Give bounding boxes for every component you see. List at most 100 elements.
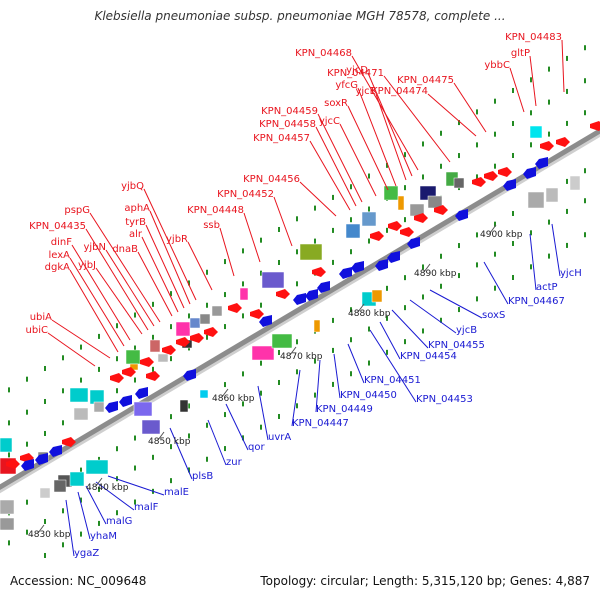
guide-dot <box>332 259 334 265</box>
reverse-arrow <box>105 401 118 413</box>
forward-gene-label-leader <box>95 267 143 335</box>
kbp-tick-mark <box>157 431 165 441</box>
guide-dot <box>368 326 370 332</box>
reverse-gene-label-leader <box>347 343 365 384</box>
gene-block <box>149 339 161 353</box>
forward-gene-label: KPN_04452 <box>217 189 274 200</box>
forward-gene-label: yjbN <box>83 242 106 253</box>
guide-dot <box>566 208 568 214</box>
guide-dot <box>494 163 496 169</box>
reverse-gene-label: KPN_04454 <box>400 351 457 362</box>
gene-block <box>211 305 223 317</box>
forward-arrow <box>176 337 190 347</box>
guide-dot <box>566 178 568 184</box>
forward-arrow <box>400 227 414 237</box>
forward-gene-label: yjbQ <box>121 181 144 192</box>
guide-dot <box>584 45 586 51</box>
reverse-gene-label: zur <box>226 457 243 468</box>
forward-gene-label: soxR <box>324 98 348 109</box>
forward-gene-label-leader <box>105 249 155 327</box>
forward-gene-label: ybbC <box>484 60 510 71</box>
guide-dot <box>422 328 424 334</box>
gene-block <box>569 175 581 191</box>
guide-dot <box>512 274 514 280</box>
guide-dot <box>224 446 226 452</box>
gene-block <box>261 271 285 289</box>
guide-dot <box>188 433 190 439</box>
guide-dot <box>476 232 478 238</box>
reverse-gene-label-leader <box>551 223 561 277</box>
guide-dot <box>512 120 514 126</box>
guide-dot <box>188 403 190 409</box>
forward-gene-label-leader <box>141 236 179 313</box>
guide-dot <box>458 273 460 279</box>
guide-dot <box>332 381 334 387</box>
forward-gene-label: yjcE <box>355 86 376 97</box>
genome-axis <box>0 127 600 491</box>
guide-dot <box>422 264 424 270</box>
guide-dot <box>206 334 208 340</box>
guide-dot <box>242 313 244 319</box>
kbp-tick-mark <box>357 303 365 313</box>
guide-dot <box>278 413 280 419</box>
guide-dot <box>584 110 586 116</box>
guide-dot <box>80 344 82 350</box>
reverse-gene-label: KPN_04455 <box>428 340 485 351</box>
forward-gene-label: KPN_04448 <box>187 205 244 216</box>
forward-gene-label: ubiA <box>30 312 52 323</box>
reverse-gene-label-leader <box>333 353 341 399</box>
gene-block <box>157 353 169 363</box>
guide-dot <box>350 184 352 190</box>
gene-block <box>313 319 321 333</box>
guide-dot <box>494 285 496 291</box>
reverse-gene-label: yjcB <box>456 325 477 336</box>
kbp-tick-label: 4830 kbp <box>28 530 71 540</box>
gene-block <box>0 437 13 453</box>
guide-dot <box>62 388 64 394</box>
guide-dot <box>116 510 118 516</box>
forward-gene-label-leader <box>427 93 477 137</box>
guide-dot <box>566 55 568 61</box>
gene-block <box>69 387 89 403</box>
guide-dot <box>80 467 82 473</box>
guide-dot <box>422 294 424 300</box>
reverse-gene-label-leader <box>409 299 457 334</box>
guide-dot <box>134 345 136 351</box>
reverse-gene-label-leader <box>169 427 193 480</box>
guide-dot <box>458 243 460 249</box>
guide-dot <box>368 360 370 366</box>
guide-dot <box>98 486 100 492</box>
guide-dot <box>152 334 154 340</box>
guide-dot <box>278 379 280 385</box>
guide-dot <box>368 238 370 244</box>
forward-gene-label: alr <box>129 229 143 240</box>
forward-gene-label-leader <box>315 126 357 207</box>
forward-arrow <box>204 327 218 337</box>
reverse-gene-label: malE <box>164 487 189 498</box>
guide-dot <box>350 249 352 255</box>
guide-dot <box>476 262 478 268</box>
guide-dot <box>224 412 226 418</box>
forward-gene-label: KPN_04457 <box>253 133 310 144</box>
guide-dot <box>350 337 352 343</box>
reverse-arrow <box>183 369 196 381</box>
reverse-gene-label-leader <box>77 491 91 540</box>
guide-dot <box>386 227 388 233</box>
guide-dot <box>224 324 226 330</box>
forward-gene-label-leader <box>375 93 407 181</box>
guide-dot <box>530 77 532 83</box>
gene-block <box>69 471 85 487</box>
forward-gene-label-leader <box>309 140 351 211</box>
guide-dot <box>26 409 28 415</box>
forward-gene-label: KPN_04475 <box>397 75 454 86</box>
gene-blocks <box>0 121 600 531</box>
guide-dot <box>584 78 586 84</box>
map-title: Klebsiella pneumoniae subsp. pneumoniae … <box>94 9 506 23</box>
guide-dot <box>404 339 406 345</box>
guide-dot <box>386 162 388 168</box>
guide-dot <box>350 371 352 377</box>
guide-dot <box>188 280 190 286</box>
forward-gene-label-leader <box>561 39 565 93</box>
guide-dot <box>260 302 262 308</box>
guide-dot <box>386 285 388 291</box>
